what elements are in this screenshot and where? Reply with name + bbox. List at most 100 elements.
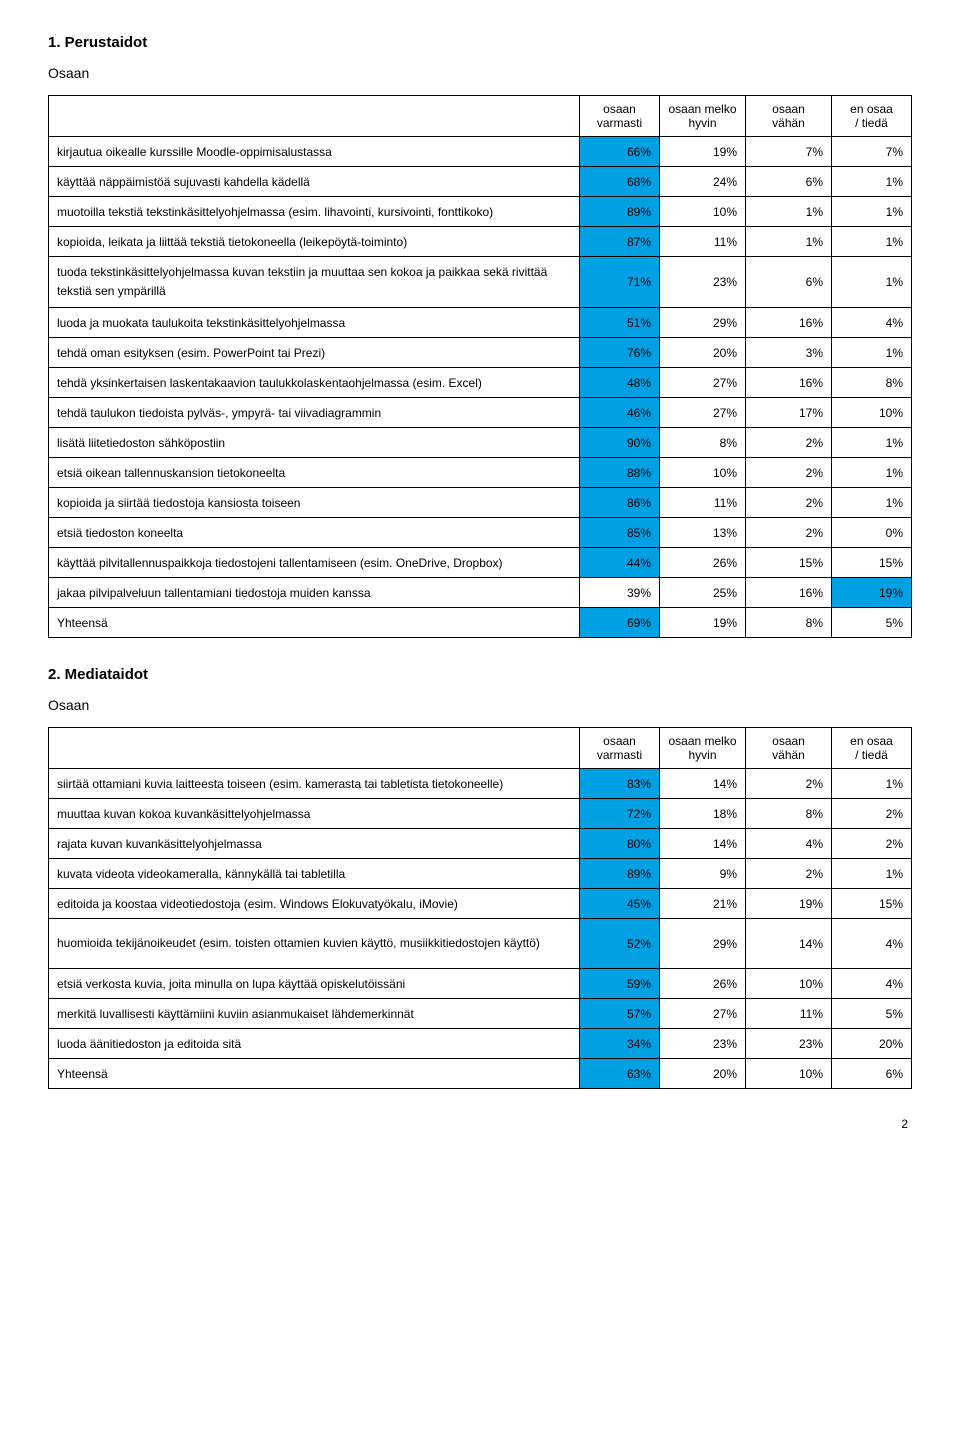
row-label: merkitä luvallisesti käyttämiini kuviin … [49, 999, 580, 1029]
cell-value: 80% [580, 829, 660, 859]
cell-value: 14% [660, 769, 746, 799]
table-row: muuttaa kuvan kokoa kuvankäsittelyohjelm… [49, 799, 912, 829]
column-header: osaanvähän [746, 728, 832, 769]
cell-value: 14% [660, 829, 746, 859]
cell-value: 2% [746, 458, 832, 488]
table-row: Yhteensä69%19%8%5% [49, 608, 912, 638]
table-row: luoda äänitiedoston ja editoida sitä34%2… [49, 1029, 912, 1059]
row-label: tehdä yksinkertaisen laskentakaavion tau… [49, 368, 580, 398]
cell-value: 76% [580, 338, 660, 368]
table-row: kirjautua oikealle kurssille Moodle-oppi… [49, 137, 912, 167]
cell-value: 4% [746, 829, 832, 859]
row-label: käyttää näppäimistöä sujuvasti kahdella … [49, 167, 580, 197]
cell-value: 6% [746, 257, 832, 308]
cell-value: 20% [660, 1059, 746, 1089]
cell-value: 2% [746, 488, 832, 518]
cell-value: 5% [832, 999, 912, 1029]
cell-value: 25% [660, 578, 746, 608]
cell-value: 19% [660, 137, 746, 167]
row-label: kirjautua oikealle kurssille Moodle-oppi… [49, 137, 580, 167]
cell-value: 19% [832, 578, 912, 608]
cell-value: 15% [832, 889, 912, 919]
cell-value: 57% [580, 999, 660, 1029]
cell-value: 1% [746, 227, 832, 257]
cell-value: 51% [580, 308, 660, 338]
cell-value: 85% [580, 518, 660, 548]
table-row: kuvata videota videokameralla, kännykäll… [49, 859, 912, 889]
table-row: kopioida ja siirtää tiedostoja kansiosta… [49, 488, 912, 518]
column-header: osaanvähän [746, 96, 832, 137]
cell-value: 27% [660, 398, 746, 428]
cell-value: 29% [660, 308, 746, 338]
cell-value: 8% [746, 799, 832, 829]
cell-value: 8% [746, 608, 832, 638]
cell-value: 18% [660, 799, 746, 829]
column-header: osaanvarmasti [580, 96, 660, 137]
cell-value: 29% [660, 919, 746, 969]
cell-value: 16% [746, 368, 832, 398]
cell-value: 2% [832, 799, 912, 829]
cell-value: 2% [746, 428, 832, 458]
cell-value: 10% [832, 398, 912, 428]
table-row: tehdä taulukon tiedoista pylväs-, ympyrä… [49, 398, 912, 428]
row-label: käyttää pilvitallennuspaikkoja tiedostoj… [49, 548, 580, 578]
row-label: rajata kuvan kuvankäsittelyohjelmassa [49, 829, 580, 859]
section-2-heading: 2. Mediataidot [48, 666, 912, 683]
table-1-head: osaanvarmastiosaan melkohyvinosaanvähäne… [49, 96, 912, 137]
section-2-subheading: Osaan [48, 697, 912, 713]
table-row: editoida ja koostaa videotiedostoja (esi… [49, 889, 912, 919]
table-row: tuoda tekstinkäsittelyohjelmassa kuvan t… [49, 257, 912, 308]
cell-value: 10% [660, 197, 746, 227]
table-row: etsiä verkosta kuvia, joita minulla on l… [49, 969, 912, 999]
row-label: luoda äänitiedoston ja editoida sitä [49, 1029, 580, 1059]
cell-value: 89% [580, 197, 660, 227]
row-label: tehdä taulukon tiedoista pylväs-, ympyrä… [49, 398, 580, 428]
row-label: tehdä oman esityksen (esim. PowerPoint t… [49, 338, 580, 368]
cell-value: 27% [660, 368, 746, 398]
cell-value: 66% [580, 137, 660, 167]
cell-value: 68% [580, 167, 660, 197]
cell-value: 39% [580, 578, 660, 608]
cell-value: 11% [746, 999, 832, 1029]
cell-value: 44% [580, 548, 660, 578]
cell-value: 15% [832, 548, 912, 578]
row-label: tuoda tekstinkäsittelyohjelmassa kuvan t… [49, 257, 580, 308]
row-label: kopioida ja siirtää tiedostoja kansiosta… [49, 488, 580, 518]
column-header: en osaa/ tiedä [832, 96, 912, 137]
row-label: muotoilla tekstiä tekstinkäsittelyohjelm… [49, 197, 580, 227]
cell-value: 1% [832, 488, 912, 518]
row-label: muuttaa kuvan kokoa kuvankäsittelyohjelm… [49, 799, 580, 829]
table-2-head: osaanvarmastiosaan melkohyvinosaanvähäne… [49, 728, 912, 769]
row-label: siirtää ottamiani kuvia laitteesta toise… [49, 769, 580, 799]
cell-value: 1% [746, 197, 832, 227]
row-label: kopioida, leikata ja liittää tekstiä tie… [49, 227, 580, 257]
cell-value: 10% [746, 1059, 832, 1089]
cell-value: 20% [832, 1029, 912, 1059]
row-label: Yhteensä [49, 1059, 580, 1089]
table-mediataidot: osaanvarmastiosaan melkohyvinosaanvähän e… [48, 727, 912, 1089]
column-header-blank [49, 96, 580, 137]
cell-value: 20% [660, 338, 746, 368]
cell-value: 87% [580, 227, 660, 257]
cell-value: 10% [746, 969, 832, 999]
cell-value: 48% [580, 368, 660, 398]
cell-value: 1% [832, 769, 912, 799]
cell-value: 21% [660, 889, 746, 919]
cell-value: 0% [832, 518, 912, 548]
cell-value: 63% [580, 1059, 660, 1089]
row-label: huomioida tekijänoikeudet (esim. toisten… [49, 919, 580, 969]
table-row: jakaa pilvipalveluun tallentamiani tiedo… [49, 578, 912, 608]
cell-value: 13% [660, 518, 746, 548]
section-1-heading: 1. Perustaidot [48, 34, 912, 51]
cell-value: 4% [832, 308, 912, 338]
cell-value: 17% [746, 398, 832, 428]
row-label: etsiä verkosta kuvia, joita minulla on l… [49, 969, 580, 999]
section-1-subheading: Osaan [48, 65, 912, 81]
column-header: osaanvarmasti [580, 728, 660, 769]
cell-value: 4% [832, 919, 912, 969]
cell-value: 1% [832, 338, 912, 368]
cell-value: 3% [746, 338, 832, 368]
cell-value: 11% [660, 488, 746, 518]
column-header: osaan melkohyvin [660, 728, 746, 769]
table-row: lisätä liitetiedoston sähköpostiin90%8%2… [49, 428, 912, 458]
